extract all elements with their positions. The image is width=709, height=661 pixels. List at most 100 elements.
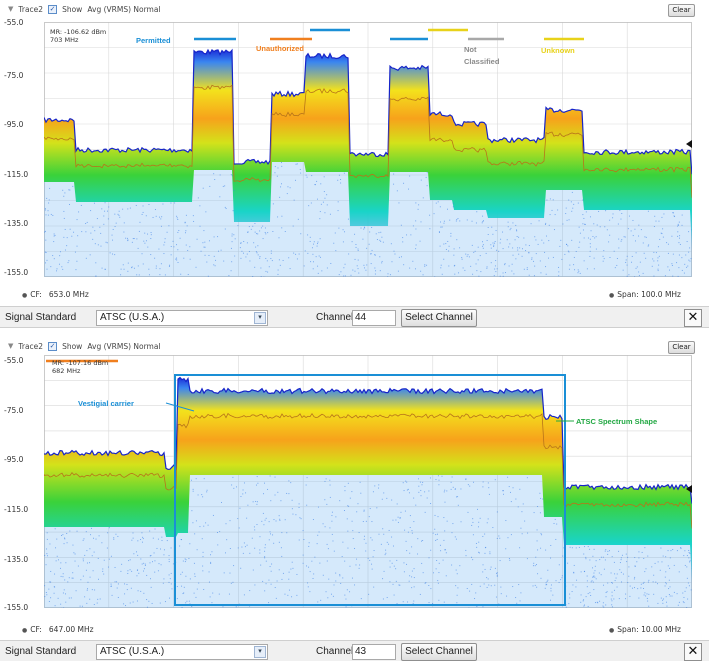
clear-button[interactable]: Clear xyxy=(668,341,695,354)
channel-input[interactable]: 43 xyxy=(352,644,396,660)
noise-dot xyxy=(264,547,266,549)
noise-dot xyxy=(387,276,389,277)
noise-dot xyxy=(553,522,555,524)
noise-dot xyxy=(329,479,331,481)
noise-dot xyxy=(296,573,298,575)
spectrum-plot[interactable]: MR: -106.62 dBm 703 MHz Permitted Unauth… xyxy=(44,22,692,277)
noise-dot xyxy=(327,597,329,599)
noise-dot xyxy=(373,586,375,588)
signal-standard-select[interactable]: ATSC (U.S.A.) ▾ xyxy=(96,310,268,326)
noise-dot xyxy=(447,208,449,210)
noise-dot xyxy=(399,517,401,519)
noise-dot xyxy=(357,248,359,250)
spectrum-plot[interactable]: MR: -107.16 dBm 682 MHz Vestigial carrie… xyxy=(44,355,692,608)
noise-dot xyxy=(89,562,91,564)
noise-dot xyxy=(688,557,690,559)
noise-dot xyxy=(415,248,417,250)
noise-dot xyxy=(130,587,132,589)
noise-dot xyxy=(281,578,283,580)
noise-dot xyxy=(429,228,431,230)
noise-dot xyxy=(363,510,365,512)
noise-dot xyxy=(264,556,266,558)
noise-dot xyxy=(575,547,577,549)
noise-dot xyxy=(582,223,584,225)
noise-dot xyxy=(413,600,415,602)
noise-dot xyxy=(59,251,61,253)
noise-dot xyxy=(140,539,142,541)
noise-dot xyxy=(127,240,129,242)
noise-dot xyxy=(383,492,385,494)
noise-dot xyxy=(316,543,318,545)
dropdown-arrow-icon[interactable]: ▾ xyxy=(254,312,266,324)
noise-dot xyxy=(437,516,439,518)
close-button[interactable]: ✕ xyxy=(684,643,702,661)
noise-dot xyxy=(638,235,640,237)
close-button[interactable]: ✕ xyxy=(684,309,702,327)
noise-dot xyxy=(509,491,511,493)
noise-dot xyxy=(627,582,629,584)
noise-dot xyxy=(268,602,270,604)
noise-dot xyxy=(326,194,328,196)
noise-dot xyxy=(406,234,408,236)
noise-dot xyxy=(360,492,362,494)
dropdown-arrow-icon[interactable]: ▾ xyxy=(254,646,266,658)
noise-dot xyxy=(580,571,582,573)
noise-dot xyxy=(386,497,388,499)
noise-dot xyxy=(168,555,170,557)
select-channel-button[interactable]: Select Channel xyxy=(401,309,477,327)
noise-dot xyxy=(290,568,292,570)
noise-dot xyxy=(412,225,414,227)
noise-dot xyxy=(324,480,326,482)
noise-dot xyxy=(369,231,371,233)
noise-dot xyxy=(586,580,588,582)
noise-dot xyxy=(46,259,48,261)
channel-input[interactable]: 44 xyxy=(352,310,396,326)
noise-dot xyxy=(275,520,277,522)
noise-dot xyxy=(438,231,440,233)
noise-dot xyxy=(535,253,537,255)
noise-dot xyxy=(418,485,420,487)
noise-dot xyxy=(502,490,504,492)
clear-button[interactable]: Clear xyxy=(668,4,695,17)
noise-dot xyxy=(600,574,602,576)
noise-dot xyxy=(317,272,319,274)
noise-dot xyxy=(249,260,251,262)
noise-dot xyxy=(86,602,88,604)
noise-dot xyxy=(311,175,313,177)
noise-dot xyxy=(92,570,94,572)
marker-level: MR: -106.62 dBm xyxy=(50,28,107,36)
noise-dot xyxy=(515,597,517,599)
chevron-down-icon[interactable]: ▼ xyxy=(8,5,14,13)
noise-dot xyxy=(102,570,104,572)
noise-dot xyxy=(142,536,144,538)
noise-dot xyxy=(666,242,668,244)
noise-dot xyxy=(303,265,305,267)
chevron-down-icon[interactable]: ▼ xyxy=(8,342,14,350)
noise-dot xyxy=(344,275,346,277)
noise-dot xyxy=(216,532,218,534)
noise-dot xyxy=(492,242,494,244)
noise-dot xyxy=(64,537,66,539)
noise-dot xyxy=(469,590,471,592)
noise-dot xyxy=(602,255,604,257)
noise-dot xyxy=(209,185,211,187)
signal-standard-select[interactable]: ATSC (U.S.A.) ▾ xyxy=(96,644,268,660)
noise-dot xyxy=(141,532,143,534)
noise-dot xyxy=(202,565,204,567)
noise-dot xyxy=(586,586,588,588)
marker-readout: MR: -107.16 dBm 682 MHz xyxy=(52,359,108,375)
noise-dot xyxy=(504,272,506,274)
show-checkbox[interactable]: ✓ xyxy=(48,4,58,14)
noise-dot xyxy=(627,556,629,558)
noise-dot xyxy=(60,575,62,577)
select-channel-button[interactable]: Select Channel xyxy=(401,643,477,661)
noise-dot xyxy=(399,584,401,586)
noise-dot xyxy=(272,534,274,536)
noise-dot xyxy=(676,593,678,595)
noise-dot xyxy=(489,551,491,553)
noise-dot xyxy=(149,555,151,557)
noise-dot xyxy=(173,246,175,248)
noise-dot xyxy=(265,583,267,585)
show-checkbox[interactable]: ✓ xyxy=(48,341,58,351)
noise-dot xyxy=(90,210,92,212)
